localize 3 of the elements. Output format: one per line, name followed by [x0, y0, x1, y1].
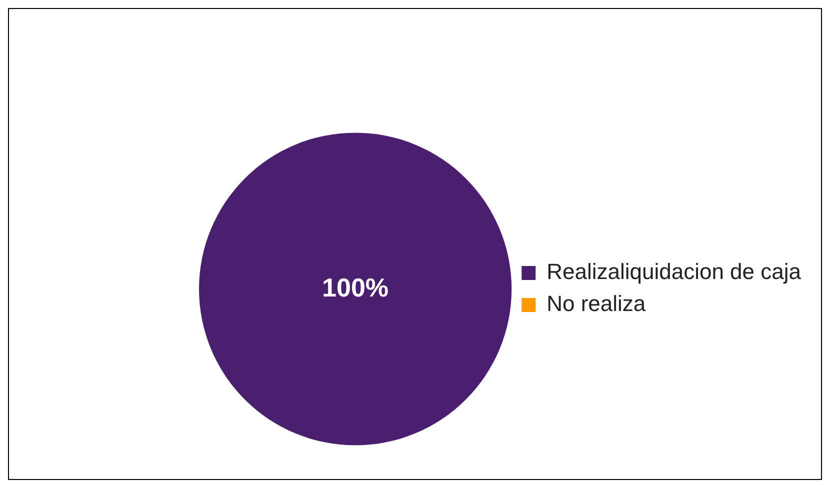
legend-label: Realizaliquidacion de caja [546, 259, 802, 284]
legend-label: No realiza [546, 291, 646, 316]
data-label: 100% [322, 272, 389, 302]
